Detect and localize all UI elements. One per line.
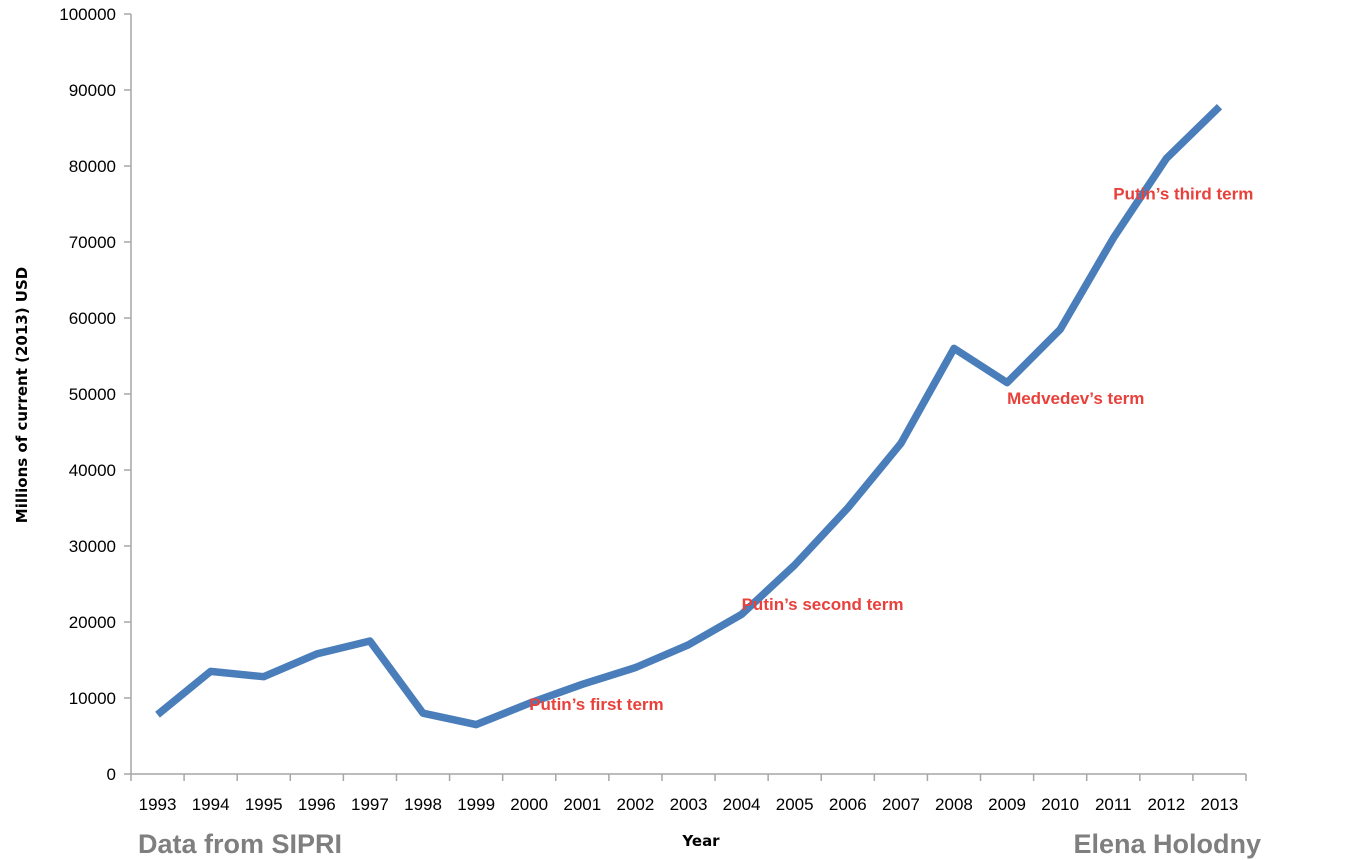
x-ticks bbox=[130, 774, 1247, 781]
y-axis-title: Millions of current (2013) USD bbox=[13, 267, 31, 523]
y-tick-label: 40000 bbox=[69, 461, 116, 480]
x-tick-label: 2008 bbox=[935, 795, 973, 814]
y-tick-label: 50000 bbox=[69, 385, 116, 404]
y-tick-labels: 0 10000 20000 30000 40000 50000 60000 70000 8000… bbox=[59, 5, 116, 784]
author-credit: Elena Holodny bbox=[1073, 829, 1261, 859]
x-tick-label: 2000 bbox=[510, 795, 548, 814]
x-tick-label: 2011 bbox=[1095, 795, 1132, 814]
term-annotation: Medvedev’s term bbox=[1007, 389, 1144, 408]
x-tick-label: 2004 bbox=[723, 795, 761, 814]
y-tick-label: 10000 bbox=[69, 689, 116, 708]
y-tick-label: 20000 bbox=[69, 613, 116, 632]
y-tick-label: 0 bbox=[107, 765, 116, 784]
x-tick-label: 2009 bbox=[988, 795, 1026, 814]
x-tick-label: 2012 bbox=[1147, 795, 1185, 814]
y-ticks bbox=[124, 13, 131, 775]
y-tick-label: 30000 bbox=[69, 537, 116, 556]
x-tick-label: 2003 bbox=[670, 795, 708, 814]
y-tick-label: 90000 bbox=[69, 81, 116, 100]
x-tick-label: 1997 bbox=[351, 795, 389, 814]
x-tick-label: 1993 bbox=[139, 795, 177, 814]
x-tick-label: 1996 bbox=[298, 795, 336, 814]
y-tick-label: 60000 bbox=[69, 309, 116, 328]
term-annotation: Putin’s first term bbox=[529, 695, 663, 714]
x-tick-label: 1995 bbox=[245, 795, 283, 814]
x-tick-labels: 1993 1994 1995 1996 1997 1998 1999 2000 2001 2002… bbox=[139, 795, 1239, 814]
series-line bbox=[155, 104, 1223, 729]
x-tick-label: 1999 bbox=[457, 795, 495, 814]
x-axis-title: Year bbox=[681, 832, 720, 850]
x-tick-label: 2001 bbox=[563, 795, 601, 814]
term-annotation: Putin’s third term bbox=[1113, 184, 1253, 203]
x-tick-label: 2002 bbox=[616, 795, 654, 814]
source-note: Data from SIPRI bbox=[138, 829, 343, 859]
x-tick-label: 2013 bbox=[1201, 795, 1239, 814]
annotations: Putin’s first term Putin’s second term Med… bbox=[529, 184, 1253, 714]
x-tick-label: 2007 bbox=[882, 795, 920, 814]
y-tick-label: 80000 bbox=[69, 157, 116, 176]
x-tick-label: 2006 bbox=[829, 795, 867, 814]
x-tick-label: 1998 bbox=[404, 795, 442, 814]
y-tick-label: 100000 bbox=[59, 5, 116, 24]
x-tick-label: 2010 bbox=[1041, 795, 1079, 814]
x-tick-label: 2005 bbox=[776, 795, 814, 814]
term-annotation: Putin’s second term bbox=[742, 595, 904, 614]
x-tick-label: 1994 bbox=[192, 795, 230, 814]
y-tick-label: 70000 bbox=[69, 233, 116, 252]
